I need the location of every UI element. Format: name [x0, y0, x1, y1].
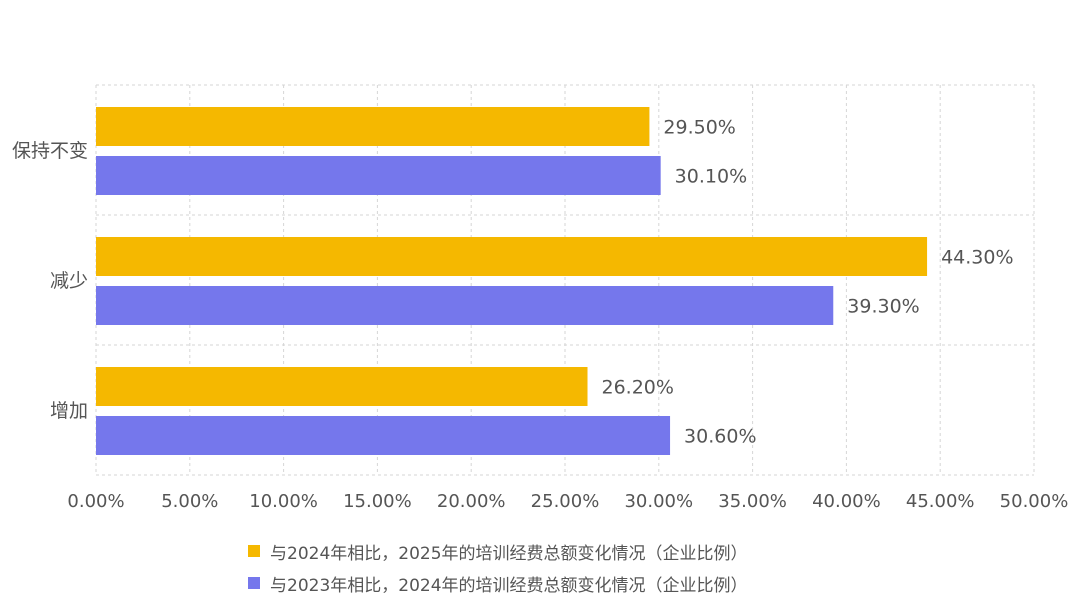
- grid-lines: [95, 84, 1035, 476]
- x-tick-label: 20.00%: [437, 491, 506, 512]
- legend-label-series-2: 与2023年相比，2024年的培训经费总额变化情况（企业比例）: [270, 575, 748, 596]
- bar-减少-series-2[interactable]: [96, 286, 834, 325]
- x-tick-label: 30.00%: [624, 491, 693, 512]
- data-labels: 29.50% 30.10% 44.30% 39.30% 26.20% 30.60%: [602, 117, 1014, 448]
- legend: 与2024年相比，2025年的培训经费总额变化情况（企业比例） 与2023年相比…: [248, 535, 748, 599]
- legend-swatch-series-1: [248, 545, 260, 557]
- x-tick-labels: 0.00% 5.00% 10.00% 15.00% 20.00% 25.00% 30.00%…: [67, 491, 1068, 512]
- bar-value-label: 39.30%: [847, 296, 919, 318]
- bar-减少-series-1[interactable]: [96, 237, 928, 276]
- bar-增加-series-2[interactable]: [96, 416, 671, 455]
- x-tick-label: 5.00%: [161, 491, 218, 512]
- bar-增加-series-1[interactable]: [96, 367, 588, 406]
- bar-value-label: 30.60%: [684, 426, 756, 448]
- x-tick-label: 40.00%: [812, 491, 881, 512]
- x-tick-label: 50.00%: [1000, 491, 1069, 512]
- legend-label-series-1: 与2024年相比，2025年的培训经费总额变化情况（企业比例）: [270, 543, 748, 564]
- bar-value-label: 26.20%: [602, 377, 674, 399]
- bar-保持不变-series-1[interactable]: [96, 107, 650, 146]
- category-label: 保持不变: [12, 140, 88, 162]
- bar-value-label: 30.10%: [675, 166, 747, 188]
- legend-item-series-1[interactable]: 与2024年相比，2025年的培训经费总额变化情况（企业比例）: [248, 535, 748, 567]
- bars: [96, 107, 928, 455]
- legend-swatch-series-2: [248, 577, 260, 589]
- x-tick-label: 45.00%: [906, 491, 975, 512]
- category-label: 减少: [50, 270, 88, 292]
- x-tick-label: 0.00%: [67, 491, 124, 512]
- x-tick-label: 25.00%: [531, 491, 600, 512]
- category-label: 增加: [50, 400, 88, 422]
- bar-保持不变-series-2[interactable]: [96, 156, 661, 195]
- x-tick-label: 35.00%: [718, 491, 787, 512]
- bar-value-label: 29.50%: [663, 117, 735, 139]
- legend-item-series-2[interactable]: 与2023年相比，2024年的培训经费总额变化情况（企业比例）: [248, 567, 748, 599]
- x-tick-label: 15.00%: [343, 491, 412, 512]
- x-tick-label: 10.00%: [249, 491, 318, 512]
- bar-value-label: 44.30%: [941, 247, 1013, 269]
